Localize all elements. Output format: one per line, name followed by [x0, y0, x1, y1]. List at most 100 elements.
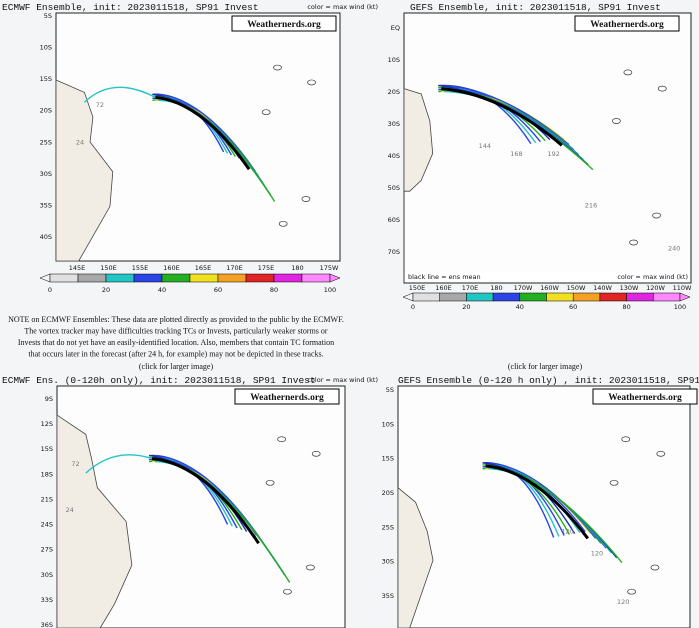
- colorbar-segment: [77, 273, 107, 283]
- watermark: Weathernerds.org: [590, 20, 664, 30]
- lon-label: 120W: [646, 284, 665, 292]
- colorbar-label: 80: [622, 303, 630, 311]
- legend-note: color = max wind (kt): [307, 3, 378, 11]
- track-label: 216: [585, 201, 597, 209]
- landmass: [56, 414, 133, 628]
- panel-title: ECMWF Ens. (0-120h only), init: 20230115…: [2, 375, 316, 386]
- colorbar-end: [329, 273, 341, 283]
- map-background: [403, 12, 692, 284]
- map-panel[interactable]: 72 24 Weathernerds.org: [55, 12, 341, 262]
- colorbar-segment: [245, 273, 275, 283]
- colorbar-segment: [49, 273, 79, 283]
- landmass: [403, 88, 434, 283]
- lat-label: 20S: [40, 107, 52, 115]
- watermark: Weathernerds.org: [250, 393, 324, 403]
- colorbar-label: 0: [411, 303, 415, 311]
- note-line: NOTE on ECMWF Ensembles: These data are …: [8, 315, 344, 324]
- lat-label: 25S: [382, 523, 394, 531]
- colorbar-segment: [492, 292, 521, 302]
- lon-label: 160E: [435, 284, 452, 292]
- lon-label: 110W: [673, 284, 692, 292]
- colorbar-end: [402, 292, 414, 302]
- colorbar-segment: [439, 292, 467, 302]
- lat-label: 50S: [388, 184, 400, 192]
- mean-track: [485, 464, 589, 540]
- colorbar-label: 40: [516, 303, 524, 311]
- mean-track: [151, 457, 260, 545]
- lon-label: 175E: [258, 264, 275, 272]
- island: [652, 212, 661, 219]
- lon-label: 150W: [567, 284, 586, 292]
- map-panel[interactable]: 72 24 Weathernerds.org: [56, 385, 346, 628]
- colorbar-label: 100: [674, 303, 686, 311]
- lon-label: 150E: [100, 264, 117, 272]
- lat-label: 27S: [41, 546, 53, 554]
- watermark-box: [231, 15, 337, 32]
- colorbar-segment: [466, 292, 494, 302]
- lon-label: 165E: [195, 264, 212, 272]
- colorbar-label: 20: [102, 286, 110, 294]
- watermark-box: [574, 15, 680, 32]
- track-label: 192: [548, 150, 560, 158]
- lat-label: 12S: [41, 420, 53, 428]
- island: [657, 85, 667, 92]
- island: [301, 196, 311, 202]
- track-label: 72: [96, 101, 104, 109]
- colorbar-segment: [626, 292, 654, 302]
- island: [623, 69, 633, 76]
- lon-label: 180: [490, 284, 502, 292]
- lat-label: 33S: [41, 596, 53, 604]
- track-label: 72: [71, 460, 79, 468]
- legend-note: color = max wind (kt): [307, 376, 378, 384]
- colorbar-end: [679, 292, 691, 302]
- track: [83, 86, 156, 103]
- watermark: Weathernerds.org: [247, 20, 321, 30]
- track-label: 120: [591, 549, 603, 557]
- click-link[interactable]: (click for larger image): [508, 362, 583, 371]
- landmass: [55, 79, 114, 262]
- colorbar-segment: [599, 292, 627, 302]
- track-label: 120: [617, 598, 629, 606]
- island: [629, 239, 638, 246]
- lat-label: 21S: [41, 495, 53, 503]
- lon-label: 170E: [226, 264, 243, 272]
- island: [612, 118, 621, 124]
- island: [609, 479, 619, 486]
- colorbar-segment: [653, 292, 681, 302]
- lat-label: 10S: [382, 420, 394, 428]
- island: [273, 64, 282, 71]
- lat-label: 5S: [44, 12, 52, 20]
- lon-label: 160W: [540, 284, 559, 292]
- lon-label: 170W: [514, 284, 533, 292]
- colorbar-label: 100: [324, 286, 336, 294]
- lat-label: 30S: [40, 170, 52, 178]
- note-line: The vortex tracker may have difficulties…: [24, 327, 327, 336]
- lon-label: 175W: [320, 264, 339, 272]
- island: [261, 109, 271, 116]
- colorbar-segment: [105, 273, 135, 283]
- colorbar-segment: [217, 273, 247, 283]
- lat-label: 30S: [388, 120, 400, 128]
- click-link[interactable]: (click for larger image): [139, 362, 214, 371]
- colorbar-segment: [519, 292, 547, 302]
- colorbar-segment: [546, 292, 574, 302]
- lon-label: 155E: [132, 264, 149, 272]
- map-panel[interactable]: 144 168 192 216 240 Weathernerds.org black lin…: [403, 12, 692, 284]
- lon-label: 140W: [593, 284, 612, 292]
- island: [656, 450, 666, 457]
- lat-label: 9S: [45, 395, 53, 403]
- colorbar-label: 80: [270, 286, 278, 294]
- lat-label: 24S: [41, 521, 53, 529]
- track-label: 240: [668, 245, 680, 253]
- island: [311, 450, 321, 457]
- track-label: 144: [479, 142, 491, 150]
- colorbar-label: 20: [462, 303, 470, 311]
- lat-label: 70S: [388, 248, 400, 256]
- island: [306, 564, 315, 571]
- colorbar-segment: [273, 273, 303, 283]
- map-panel[interactable]: 120 120 120 Weathernerds.org: [397, 385, 698, 628]
- lat-label: EQ: [391, 24, 400, 32]
- lat-label: 35S: [40, 201, 52, 209]
